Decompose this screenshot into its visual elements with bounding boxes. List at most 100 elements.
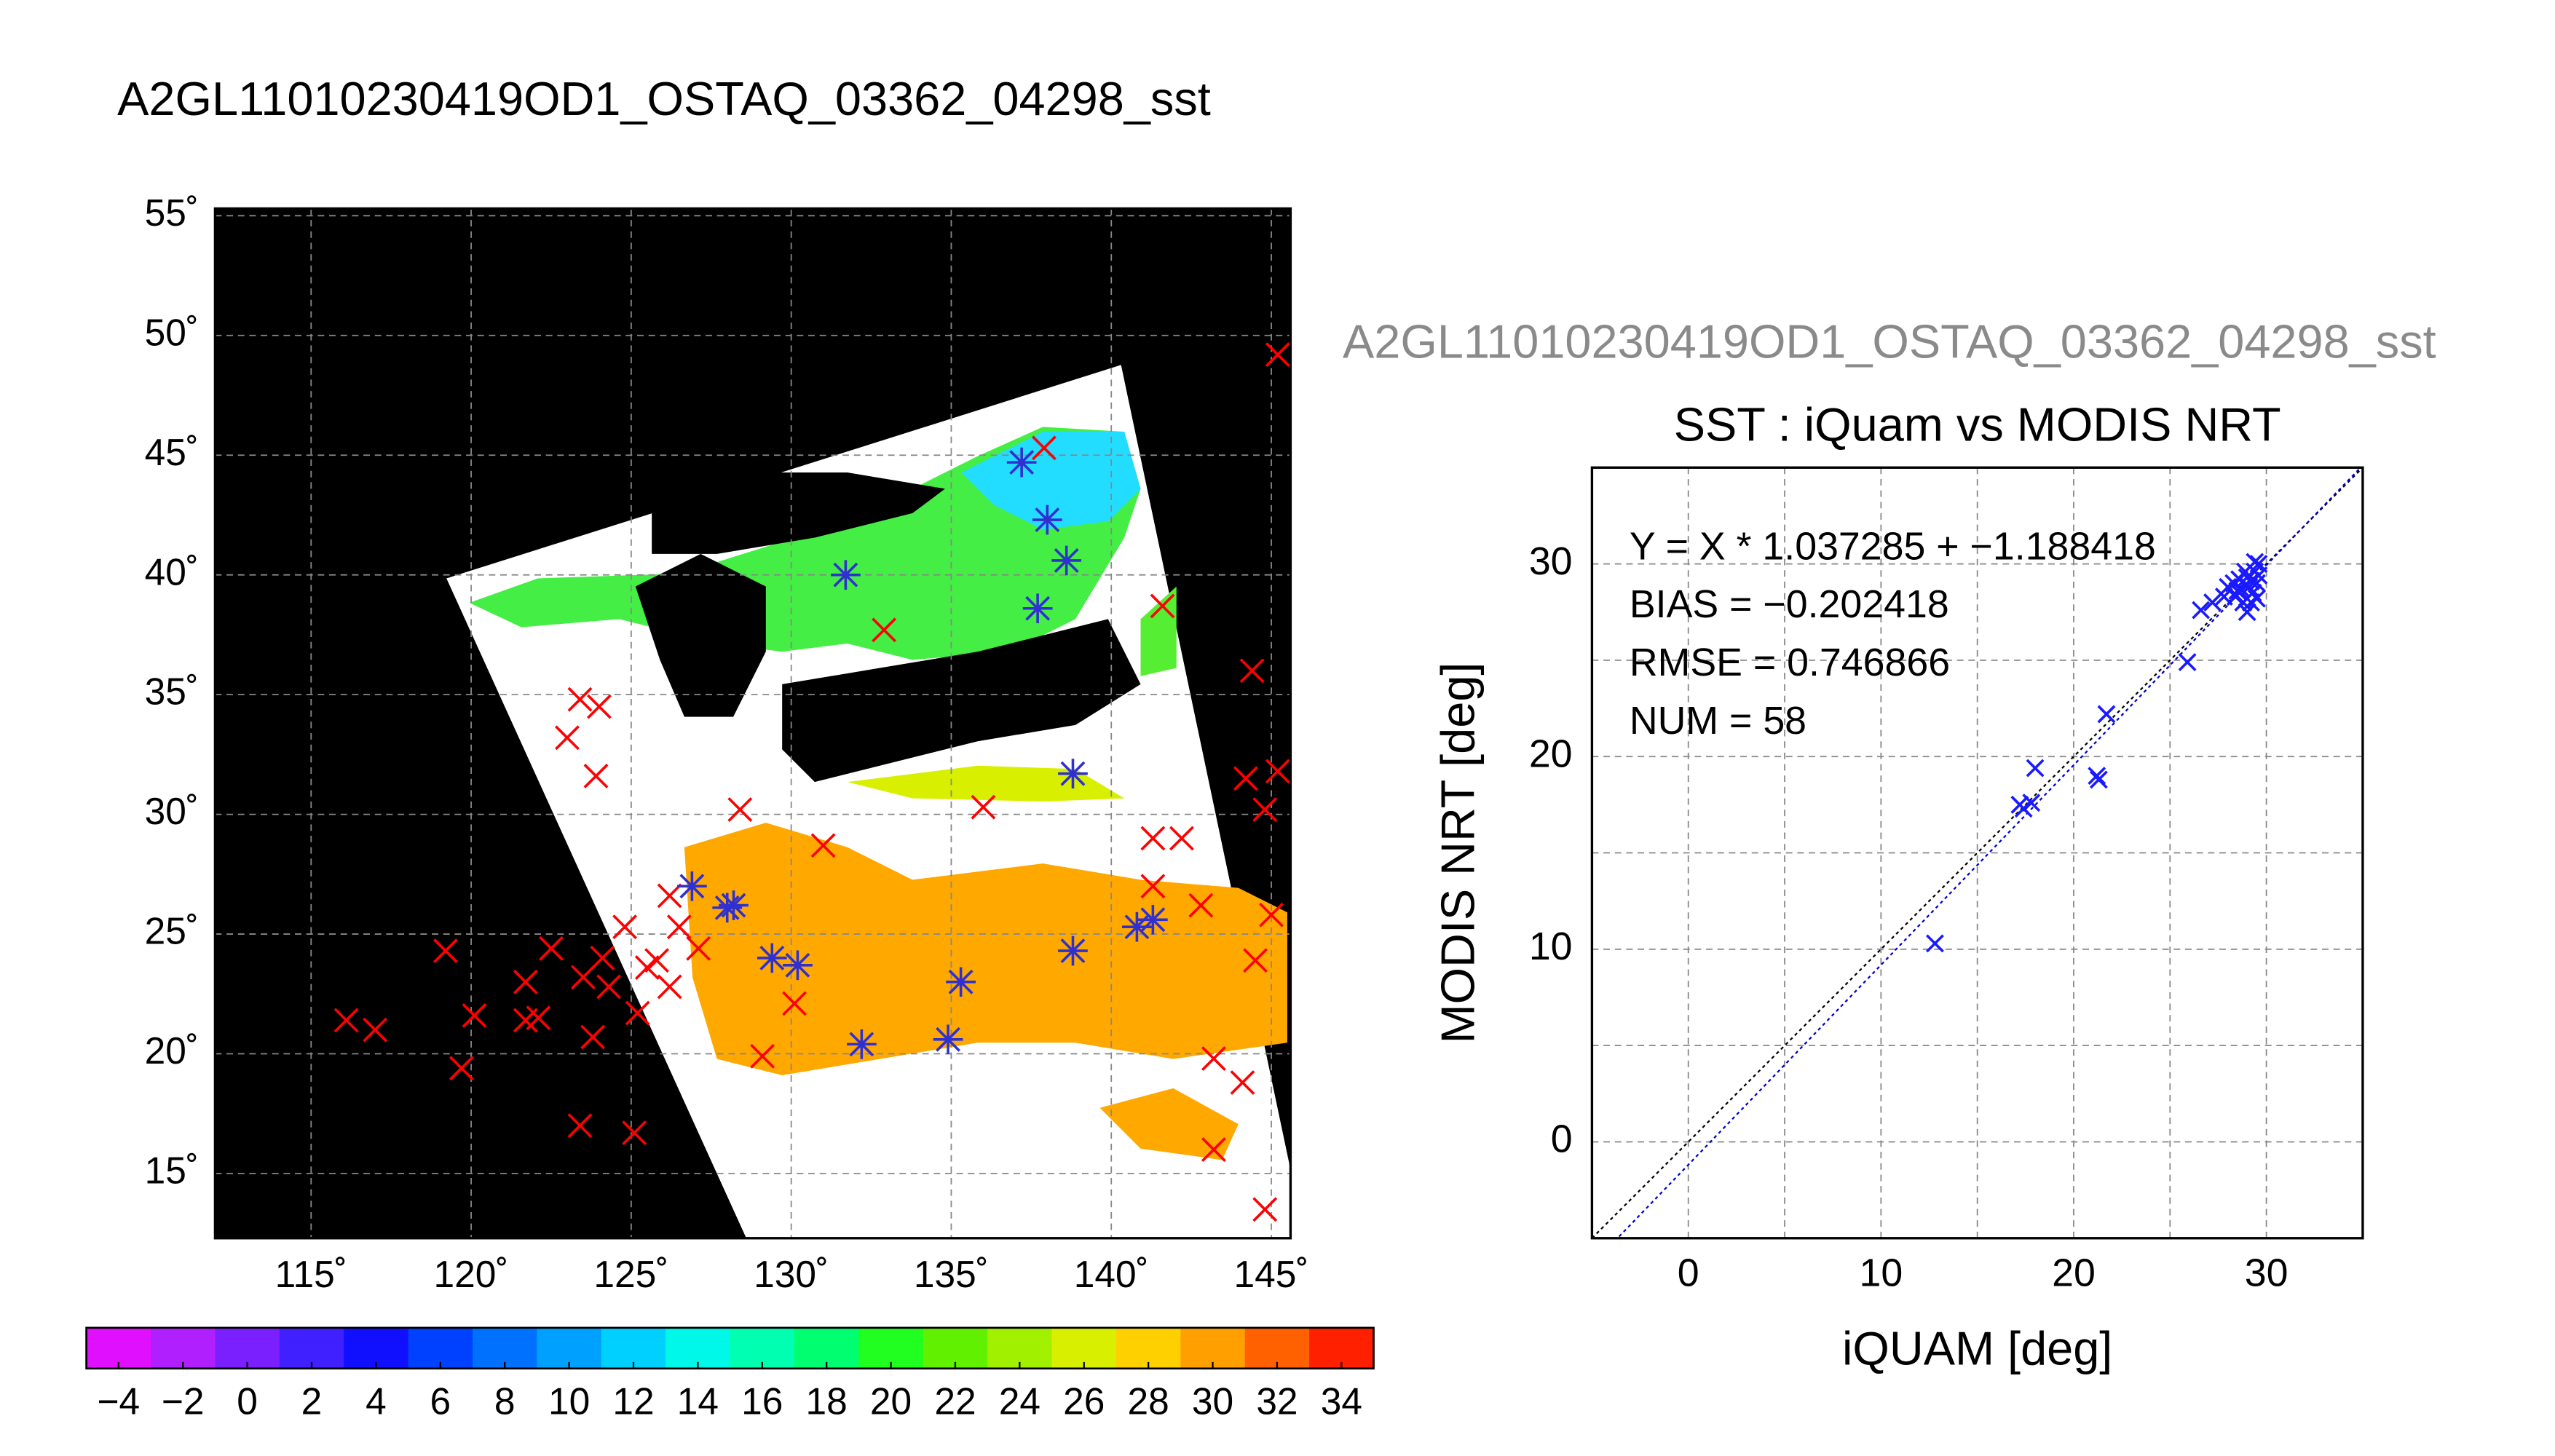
- marker-stroke: [1169, 826, 1194, 851]
- x-tick-label: 20: [2052, 1251, 2096, 1294]
- fit-line: [1616, 467, 2362, 1238]
- marker-stroke: [2241, 593, 2260, 612]
- x-tick-label: 145˚: [1234, 1253, 1309, 1295]
- marker-stroke: [1252, 1197, 1278, 1222]
- colorbar-cell: [1180, 1327, 1246, 1369]
- marker: [1169, 826, 1194, 851]
- marker-stroke: [583, 764, 609, 788]
- marker-stroke: [1239, 658, 1265, 684]
- marker-stroke: [971, 794, 996, 820]
- marker-stroke: [1233, 766, 1258, 791]
- marker-stroke: [1259, 902, 1284, 927]
- marker: [513, 969, 538, 994]
- x-tick-label: 135˚: [914, 1253, 989, 1295]
- colorbar-cell: [151, 1327, 216, 1369]
- marker-stroke: [570, 965, 596, 990]
- marker: [2238, 603, 2256, 622]
- marker: [1201, 1046, 1226, 1072]
- marker-stroke: [596, 974, 622, 1000]
- colorbar-tick-label: 32: [1256, 1380, 1298, 1423]
- marker: [2203, 593, 2222, 612]
- marker: [677, 871, 707, 901]
- marker: [872, 617, 897, 643]
- marker: [2241, 593, 2260, 612]
- marker: [622, 1120, 647, 1146]
- marker: [831, 560, 861, 590]
- sst-image: [215, 208, 1291, 1238]
- colorbar-tick-label: 8: [494, 1380, 516, 1423]
- marker-stroke: [657, 883, 682, 909]
- land: [782, 619, 1141, 783]
- marker: [2088, 767, 2106, 786]
- marker: [657, 974, 682, 1000]
- y-tick-label: 0: [1551, 1117, 1573, 1161]
- marker-stroke: [1265, 759, 1290, 784]
- colorbar-cell: [215, 1327, 280, 1369]
- marker-stroke: [625, 1000, 650, 1026]
- marker-stroke: [612, 914, 637, 940]
- colorbar-cell: [794, 1327, 860, 1369]
- y-tick-label: 15˚: [145, 1150, 199, 1192]
- marker-stroke: [1201, 1137, 1226, 1163]
- marker: [1265, 759, 1290, 784]
- marker: [555, 725, 580, 751]
- sst-orange: [684, 823, 1287, 1076]
- marker: [1252, 797, 1278, 822]
- land: [652, 472, 945, 554]
- marker-stroke: [1925, 934, 1944, 953]
- x-tick-label: 140˚: [1074, 1253, 1149, 1295]
- points: [333, 342, 1290, 1222]
- marker-stroke: [526, 1005, 551, 1031]
- marker-stroke: [586, 694, 612, 719]
- marker-stroke: [1252, 797, 1278, 822]
- marker-stroke: [590, 946, 615, 970]
- colorbar-cell: [923, 1327, 988, 1369]
- marker: [2097, 705, 2116, 724]
- x-tick-label: 30: [2245, 1251, 2289, 1294]
- sst-cyan: [961, 432, 1141, 530]
- marker: [1140, 874, 1166, 899]
- colorbar-tick-label: 2: [301, 1380, 323, 1423]
- x-axis-label: iQUAM [deg]: [1842, 1322, 2112, 1375]
- colorbar-cell: [666, 1327, 731, 1369]
- marker: [782, 991, 807, 1016]
- plot-frame: [1590, 466, 2364, 1240]
- marker: [727, 797, 753, 822]
- marker-stroke: [1150, 593, 1175, 619]
- marker: [449, 1056, 474, 1081]
- colorbar-cell: [987, 1327, 1053, 1369]
- y-tick-label: 35˚: [145, 670, 199, 713]
- marker: [1233, 766, 1258, 791]
- colorbar-cell: [1244, 1327, 1310, 1369]
- marker: [2178, 653, 2197, 672]
- marker: [2192, 601, 2211, 620]
- marker: [1243, 948, 1268, 973]
- colorbar-cell: [1051, 1327, 1117, 1369]
- marker: [666, 914, 692, 940]
- marker: [1925, 934, 1944, 953]
- marker-stroke: [2192, 601, 2211, 620]
- marker: [686, 935, 711, 961]
- marker-stroke: [686, 935, 711, 961]
- marker-stroke: [513, 969, 538, 994]
- colorbar-tick-label: 14: [677, 1380, 719, 1423]
- marker: [363, 1017, 388, 1042]
- marker: [2022, 794, 2041, 812]
- colorbar-tick-label: 18: [806, 1380, 848, 1423]
- marker-stroke: [1140, 874, 1166, 899]
- marker: [2249, 555, 2268, 574]
- marker: [1188, 893, 1214, 918]
- marker: [433, 938, 458, 964]
- colorbar-tick-label: 34: [1321, 1380, 1362, 1423]
- marker-stroke: [782, 991, 807, 1016]
- marker-stroke: [2203, 593, 2222, 612]
- colorbar: −4 −2 0 2 4 6 8 10 12 14 16 18 20 22 24 26 28 30 32 34: [85, 1326, 1375, 1423]
- marker-stroke: [333, 1008, 359, 1033]
- marker: [596, 974, 622, 1000]
- colorbar-cell: [1115, 1327, 1182, 1369]
- sst-orange-south: [1099, 1088, 1239, 1160]
- sst-green: [469, 427, 1141, 660]
- marker-stroke: [657, 974, 682, 1000]
- marker-stroke: [2178, 653, 2197, 672]
- marker-stroke: [1188, 893, 1214, 918]
